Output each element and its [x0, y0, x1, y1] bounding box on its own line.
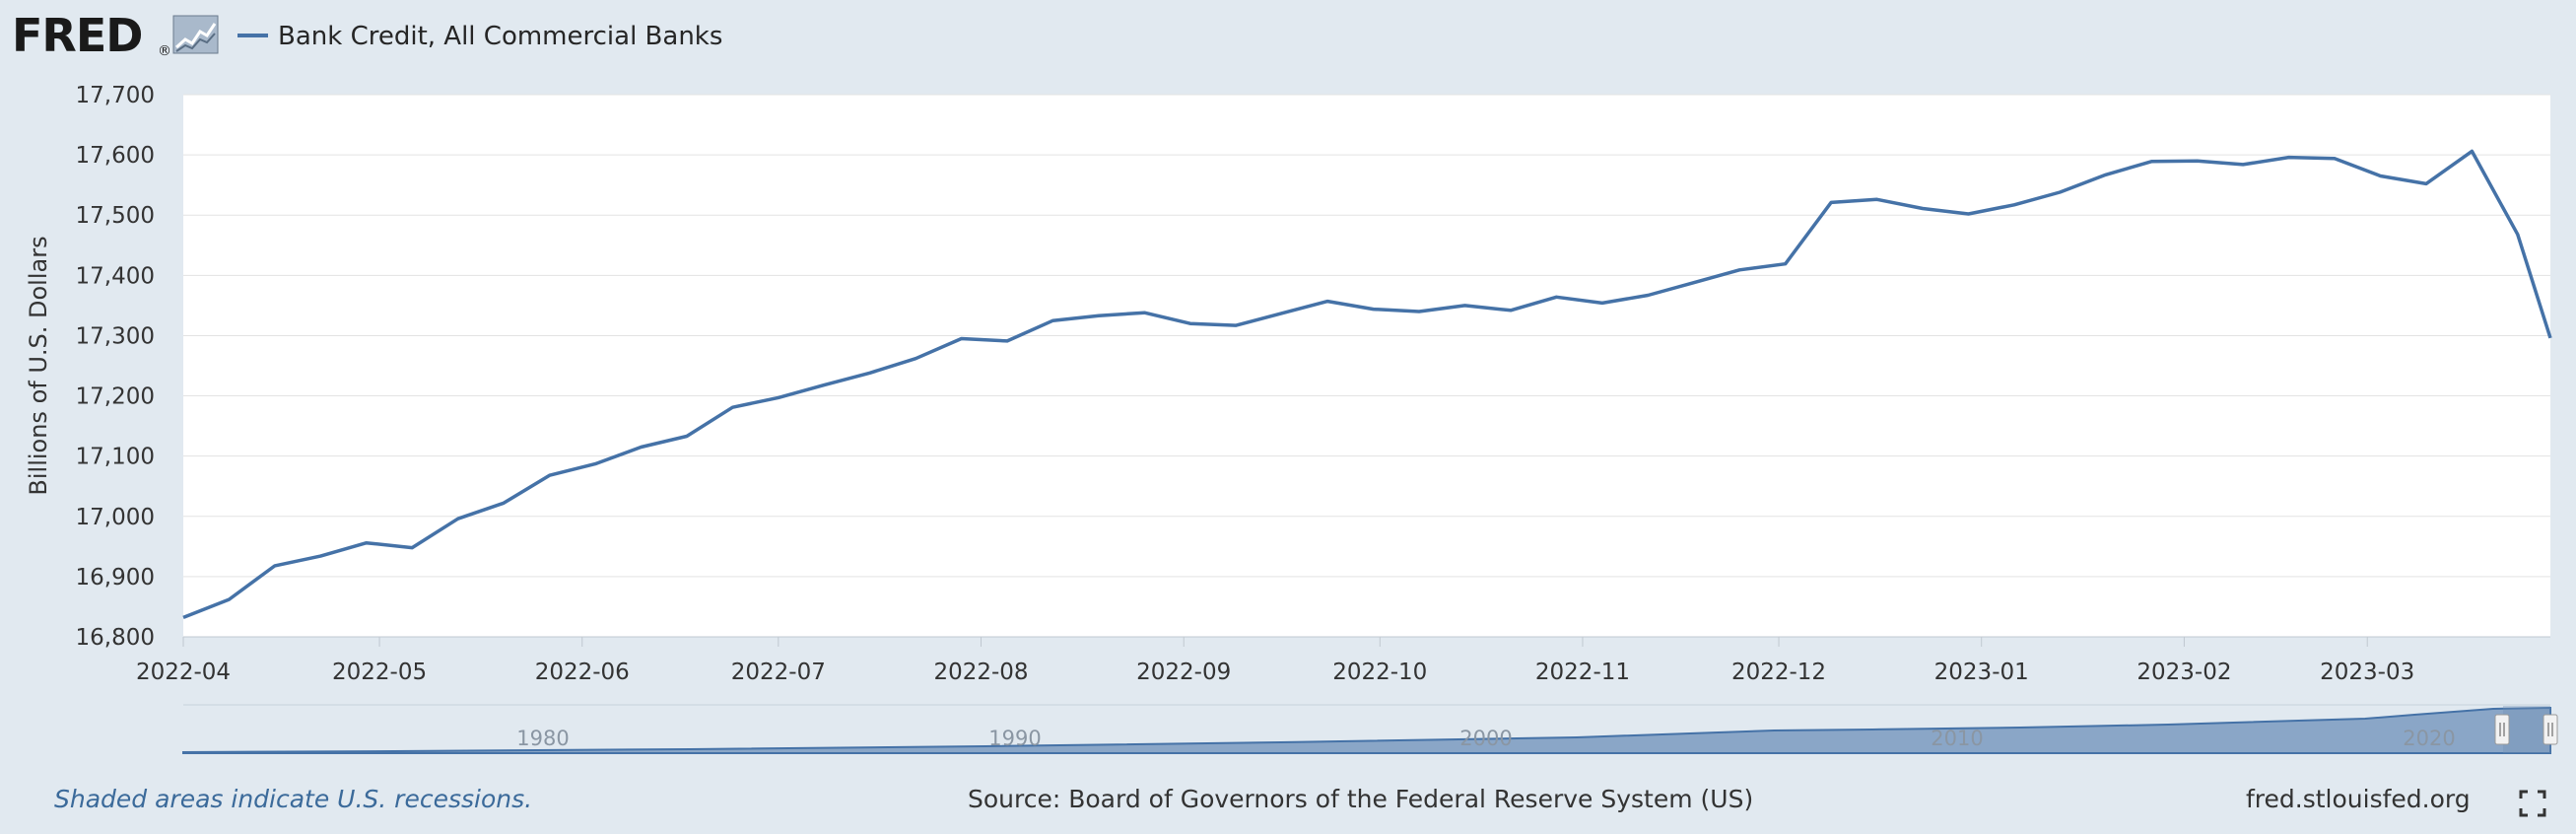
x-tick-label: 2022-09 [1136, 660, 1231, 685]
y-axis-title: Billions of U.S. Dollars [25, 236, 52, 495]
navigator[interactable]: 1980 1990 2000 2010 2020 [182, 704, 2558, 754]
x-tick-label: 2022-10 [1332, 660, 1427, 685]
recession-note: Shaded areas indicate U.S. recessions. [54, 785, 533, 813]
legend-label: Bank Credit, All Commercial Banks [278, 22, 722, 51]
site-url[interactable]: fred.stlouisfed.org [2246, 785, 2471, 813]
fred-logo[interactable]: FRED ® [12, 9, 219, 62]
navigator-year-label: 2000 [1459, 727, 1512, 750]
x-tick-label: 2022-06 [535, 660, 630, 685]
y-tick-label: 17,100 [76, 445, 155, 470]
drag-handle-icon[interactable] [2494, 714, 2510, 745]
y-tick-label: 17,600 [76, 143, 155, 169]
x-tick-label: 2022-07 [731, 660, 826, 685]
fred-logo-text: FRED [12, 9, 142, 62]
grid [183, 94, 2550, 638]
legend[interactable]: Bank Credit, All Commercial Banks [237, 22, 722, 51]
navigator-year-label: 1990 [988, 727, 1041, 750]
drag-handle-icon[interactable] [2542, 714, 2558, 745]
source-text: Source: Board of Governors of the Federa… [968, 785, 1754, 813]
navigator-year-label: 1980 [516, 727, 569, 750]
navigator-year-label: 2020 [2403, 727, 2455, 750]
x-tick-label: 2022-11 [1535, 660, 1630, 685]
x-axis: 2022-04 2022-05 2022-06 2022-07 2022-08 2022-… [136, 637, 2414, 685]
x-tick-label: 2022-04 [136, 660, 231, 685]
y-tick-label: 17,200 [76, 384, 155, 410]
x-tick-label: 2023-03 [2320, 660, 2414, 685]
y-tick-label: 17,400 [76, 263, 155, 289]
x-tick-label: 2022-08 [933, 660, 1028, 685]
y-tick-label: 17,300 [76, 323, 155, 349]
fullscreen-icon[interactable] [2519, 790, 2546, 817]
series-line[interactable] [182, 149, 2552, 620]
y-tick-label: 17,000 [76, 505, 155, 530]
navigator-year-label: 2010 [1931, 727, 1983, 750]
x-tick-label: 2023-02 [2136, 660, 2231, 685]
navigator-selection[interactable] [2503, 706, 2550, 753]
y-axis: 17,700 17,600 17,500 17,400 17,300 17,200 17,1… [76, 83, 155, 651]
x-tick-label: 2023-01 [1934, 660, 2029, 685]
line-chart-icon [172, 15, 219, 54]
plot-area [183, 95, 2550, 637]
y-tick-label: 17,500 [76, 203, 155, 229]
x-tick-label: 2022-05 [332, 660, 427, 685]
y-tick-label: 17,700 [76, 83, 155, 108]
y-tick-label: 16,800 [76, 625, 155, 651]
x-tick-label: 2022-12 [1731, 660, 1826, 685]
registered-mark: ® [158, 43, 171, 59]
y-tick-label: 16,900 [76, 565, 155, 591]
